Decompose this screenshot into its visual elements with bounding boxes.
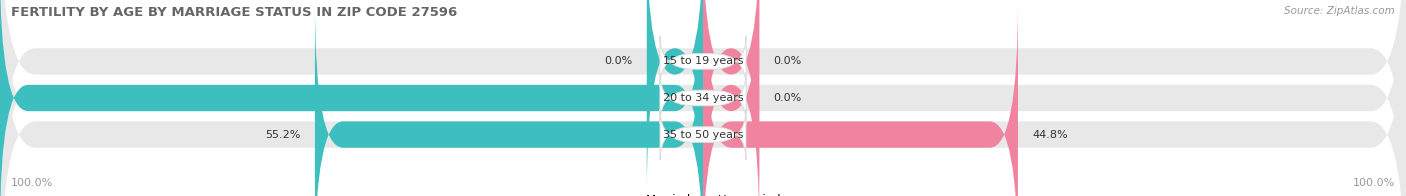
FancyBboxPatch shape (703, 1, 1018, 196)
FancyBboxPatch shape (0, 0, 703, 196)
Text: 44.8%: 44.8% (1032, 130, 1067, 140)
Text: 0.0%: 0.0% (605, 56, 633, 66)
Text: 0.0%: 0.0% (773, 56, 801, 66)
FancyBboxPatch shape (703, 0, 759, 195)
Text: FERTILITY BY AGE BY MARRIAGE STATUS IN ZIP CODE 27596: FERTILITY BY AGE BY MARRIAGE STATUS IN Z… (11, 6, 457, 19)
Text: 35 to 50 years: 35 to 50 years (662, 130, 744, 140)
FancyBboxPatch shape (647, 0, 703, 195)
Text: Source: ZipAtlas.com: Source: ZipAtlas.com (1284, 6, 1395, 16)
Text: 100.0%: 100.0% (11, 178, 53, 188)
Text: 0.0%: 0.0% (773, 93, 801, 103)
Text: 100.0%: 100.0% (1353, 178, 1395, 188)
FancyBboxPatch shape (315, 1, 703, 196)
Text: 15 to 19 years: 15 to 19 years (662, 56, 744, 66)
FancyBboxPatch shape (703, 0, 759, 196)
Text: 20 to 34 years: 20 to 34 years (662, 93, 744, 103)
Legend: Married, Unmarried: Married, Unmarried (626, 194, 780, 196)
Text: 55.2%: 55.2% (266, 130, 301, 140)
